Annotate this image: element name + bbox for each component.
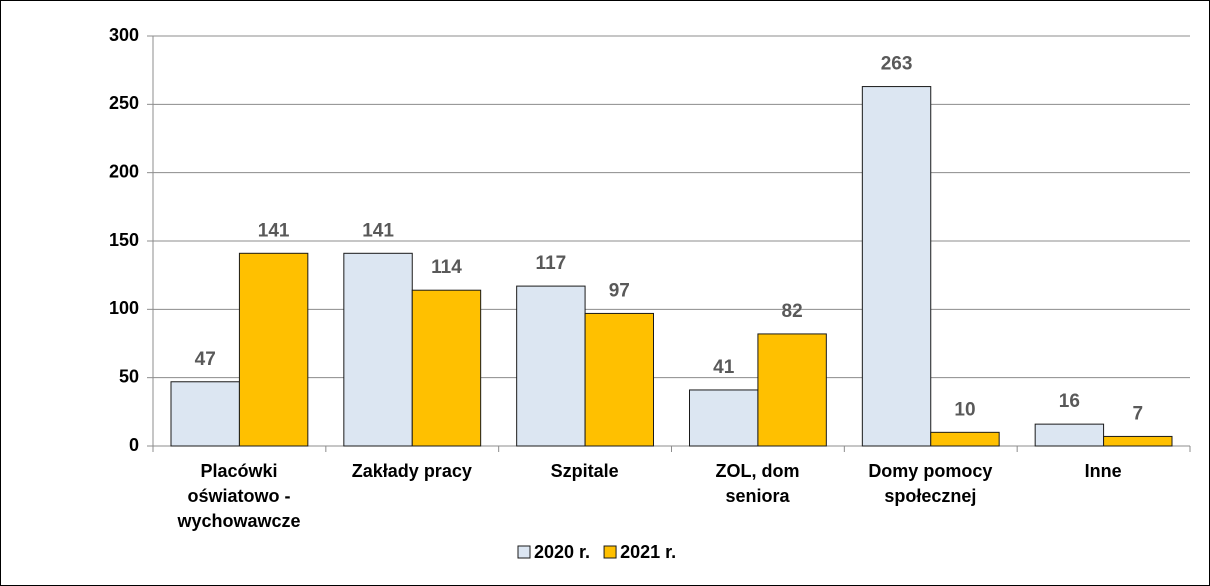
value-label: 97 xyxy=(609,280,630,301)
legend-swatch xyxy=(517,545,531,559)
value-label: 141 xyxy=(258,220,290,241)
bar xyxy=(1103,435,1173,447)
value-label: 16 xyxy=(1059,391,1080,412)
bar xyxy=(861,86,932,447)
y-tick-label: 200 xyxy=(109,161,139,181)
y-tick-label: 300 xyxy=(109,25,139,45)
y-tick-label: 150 xyxy=(109,230,139,250)
y-tick-label: 50 xyxy=(119,366,139,386)
bar xyxy=(930,431,1000,447)
x-tick-label: Placówki oświatowo - wychowawcze xyxy=(177,461,301,531)
bar xyxy=(584,312,654,447)
x-tick-label: Domy pomocy społecznej xyxy=(868,461,993,506)
y-tick-label: 100 xyxy=(109,298,139,318)
value-label: 47 xyxy=(195,349,216,370)
bar xyxy=(170,381,240,447)
value-label: 82 xyxy=(782,301,803,322)
value-label: 117 xyxy=(536,253,567,274)
value-label: 114 xyxy=(431,257,462,278)
value-label: 141 xyxy=(362,220,394,241)
bar xyxy=(411,289,482,447)
value-label: 10 xyxy=(954,399,975,420)
y-tick-label: 250 xyxy=(109,93,139,113)
x-tick-label: Szpitale xyxy=(550,461,619,481)
legend-label: 2020 r. xyxy=(534,542,590,562)
bar xyxy=(343,252,413,447)
bar xyxy=(238,252,309,447)
x-tick-label: Zakłady pracy xyxy=(351,461,472,481)
bar xyxy=(757,333,827,447)
value-label: 41 xyxy=(713,357,735,378)
x-tick-label: Inne xyxy=(1084,461,1122,481)
x-tick-label: ZOL, dom seniora xyxy=(715,461,800,506)
legend-swatch xyxy=(603,545,617,559)
y-tick-label: 0 xyxy=(129,435,139,455)
value-label: 7 xyxy=(1133,403,1144,424)
bar xyxy=(689,389,759,447)
bar xyxy=(516,285,586,447)
legend-label: 2021 r. xyxy=(620,542,676,562)
value-label: 263 xyxy=(881,54,913,75)
bar xyxy=(1034,423,1105,447)
